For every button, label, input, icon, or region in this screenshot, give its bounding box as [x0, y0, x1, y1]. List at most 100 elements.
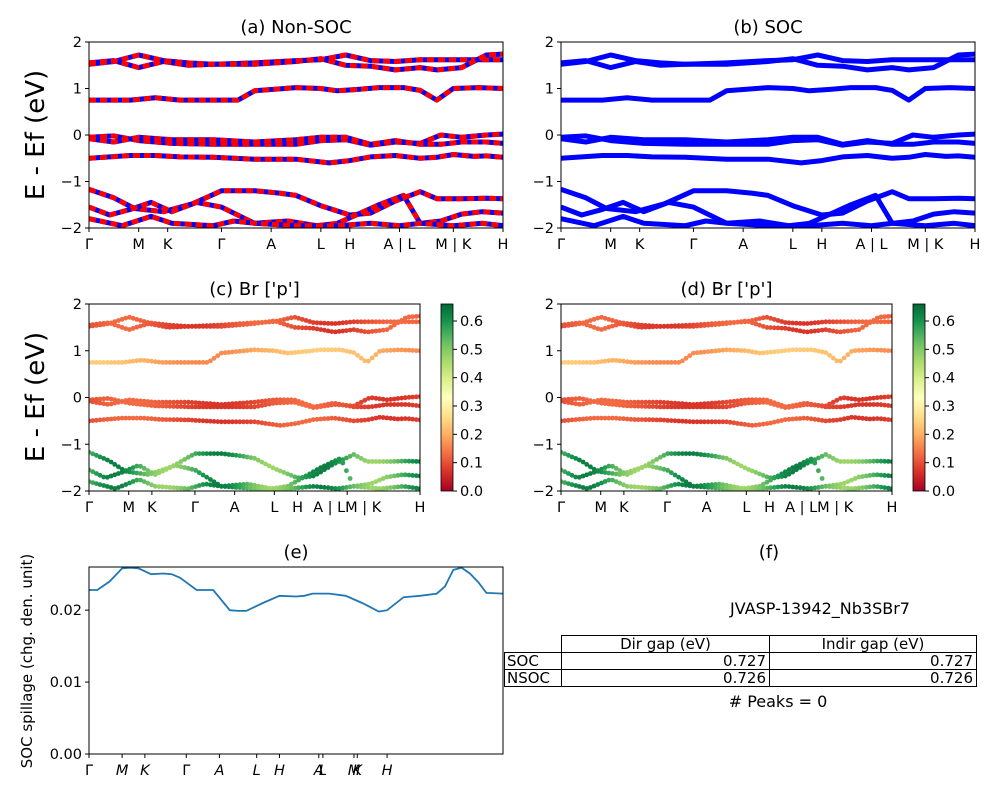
band-point	[174, 404, 180, 409]
band-point	[687, 324, 693, 329]
band-point	[613, 319, 619, 324]
band-point	[123, 415, 129, 421]
band-point	[874, 416, 880, 421]
band-point	[827, 454, 832, 459]
band-point	[391, 322, 397, 328]
band-point	[134, 470, 140, 476]
band-point	[782, 469, 788, 475]
band-point	[329, 347, 335, 353]
band-point	[885, 459, 891, 464]
band-point	[746, 319, 751, 324]
band-point	[709, 419, 715, 425]
band-point	[790, 320, 796, 326]
band-point	[141, 415, 147, 421]
band-point	[127, 397, 132, 403]
band-point	[577, 320, 582, 326]
band-point	[108, 401, 114, 407]
band-point	[189, 417, 195, 423]
band-point	[588, 318, 593, 323]
band-point	[410, 394, 415, 400]
band-point	[141, 358, 147, 363]
band-point	[823, 319, 829, 325]
band-point	[112, 416, 118, 422]
band-point	[252, 486, 257, 491]
y-tick-label: 0.00	[50, 747, 82, 763]
band-point	[152, 322, 158, 328]
band-point	[395, 402, 401, 407]
band-point	[713, 404, 718, 410]
band-point	[248, 404, 254, 410]
band-point	[668, 324, 674, 329]
band-point	[399, 402, 404, 407]
band-point	[362, 404, 368, 410]
band-point	[562, 322, 568, 327]
band-point	[606, 415, 612, 421]
band-point	[580, 416, 586, 422]
band-point	[617, 321, 623, 327]
band-point	[643, 485, 648, 490]
band-point	[849, 328, 854, 333]
band-point	[665, 418, 671, 423]
band-point	[318, 347, 324, 353]
band-point	[248, 482, 254, 487]
band-point	[731, 459, 737, 465]
band-line-down	[89, 131, 503, 148]
band-point	[727, 320, 733, 326]
band-point	[665, 400, 671, 406]
band-point	[171, 485, 177, 490]
band-point	[230, 323, 235, 328]
band-point	[852, 486, 858, 491]
band-point	[654, 399, 659, 405]
band-point	[801, 415, 807, 421]
band-point	[347, 319, 353, 325]
band-point	[794, 416, 799, 422]
band-point	[160, 323, 166, 329]
band-point	[399, 416, 404, 422]
band-line-down	[89, 134, 503, 147]
band-point	[786, 467, 792, 473]
band-point	[388, 402, 393, 407]
band-point	[307, 402, 313, 408]
band-point	[138, 471, 143, 476]
band-point	[742, 422, 748, 427]
band-point	[171, 417, 177, 423]
x-tick-label: L	[270, 500, 278, 516]
band-line	[561, 134, 975, 147]
band-point	[724, 455, 729, 461]
band-point	[823, 350, 829, 355]
band-point	[786, 403, 792, 409]
band-point	[208, 358, 213, 364]
band-point	[808, 329, 814, 334]
band-point	[591, 483, 597, 489]
x-tick-label: K	[140, 763, 151, 779]
band-point	[705, 419, 711, 425]
x-tick-label: Γ	[557, 500, 565, 516]
y-axis-label: E - Ef (eV)	[21, 70, 51, 200]
band-point	[130, 358, 136, 364]
band-point	[391, 473, 397, 479]
band-point	[775, 418, 781, 424]
band-point	[760, 481, 766, 487]
band-point	[702, 484, 707, 490]
band-point	[149, 321, 154, 327]
band-point	[562, 480, 568, 485]
band-point	[277, 486, 283, 491]
band-point	[310, 325, 316, 331]
band-point	[764, 485, 770, 491]
band-point	[94, 452, 99, 458]
band-point	[827, 404, 832, 410]
band-line	[561, 85, 975, 103]
band-point	[94, 321, 99, 327]
band-point	[757, 471, 762, 477]
band-point	[277, 349, 283, 355]
band-point	[189, 452, 195, 458]
band-point	[200, 324, 206, 329]
band-point	[336, 456, 342, 462]
band-point	[149, 358, 154, 364]
band-point	[724, 404, 729, 410]
band-point	[325, 328, 331, 334]
band-point	[340, 485, 346, 491]
band-point	[794, 327, 799, 333]
band-point	[314, 416, 320, 422]
band-point	[577, 401, 582, 407]
